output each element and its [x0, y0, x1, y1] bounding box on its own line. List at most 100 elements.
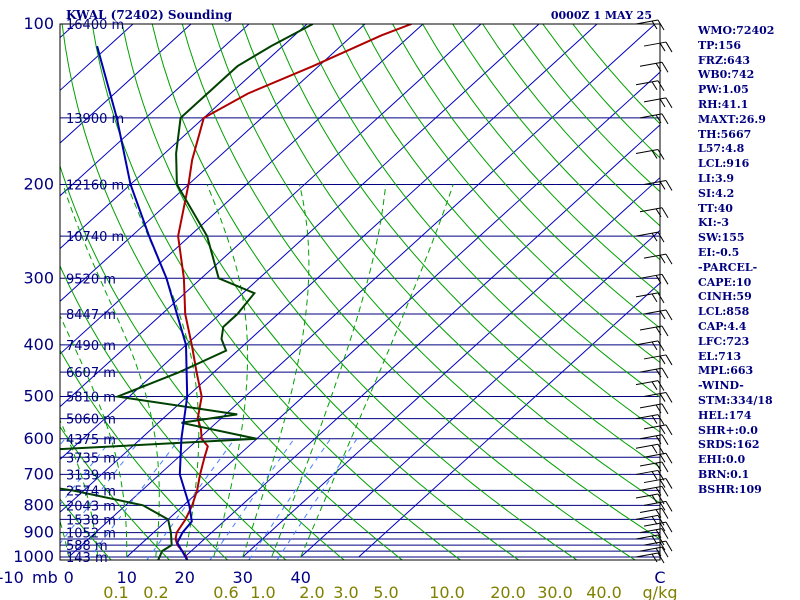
dry-adiabat-line	[211, 24, 660, 540]
temperature-tick-label: 10	[117, 568, 137, 587]
dry-adiabat-line	[422, 24, 660, 295]
height-label: 2043 m	[66, 499, 116, 514]
moist-adiabat-line	[271, 184, 387, 558]
pressure-tick-label: 400	[23, 335, 54, 354]
wind-barbs	[635, 19, 673, 564]
height-label: 143 m	[66, 551, 108, 566]
stat-line: PW:1.05	[698, 83, 749, 97]
isotherm-line	[300, 229, 660, 558]
wind-barb	[635, 552, 665, 564]
dry-adiabat-line	[61, 24, 403, 560]
height-label: 3139 m	[66, 468, 116, 483]
moist-adiabat-line	[300, 184, 454, 558]
parcel-profile-line	[96, 45, 193, 560]
height-label: 1052 m	[66, 527, 116, 542]
stat-line: TH:5667	[698, 127, 752, 141]
height-label: 3735 m	[66, 451, 116, 466]
isotherm-line	[60, 24, 192, 144]
mixing-ratio-line	[248, 438, 331, 560]
isotherm-line	[68, 24, 656, 558]
dry-adiabat-line	[241, 24, 660, 504]
temperature-tick-label: 20	[175, 568, 195, 587]
mixing-ratio-tick-label: 2.0	[299, 583, 324, 600]
isotherm-line	[242, 176, 660, 558]
stats-panel: WMO:72402 TP:156 FRZ:643 WB0:742 PW:1.05 RH:4…	[698, 24, 798, 498]
moist-adiabat-line	[60, 519, 70, 558]
temperature-tick-label: C	[654, 568, 665, 587]
stat-line: MAXT:26.9	[698, 112, 766, 126]
moist-adiabat-line	[60, 418, 99, 558]
stat-line: CAPE:10	[698, 275, 752, 289]
height-label: 588 m	[66, 539, 108, 554]
mixing-ratio-tick-label: 40.0	[586, 583, 622, 600]
dry-adiabat-line	[0, 24, 60, 568]
mixing-ratio-tick-label: 0.2	[143, 583, 168, 600]
pressure-tick-label: 300	[23, 268, 54, 287]
dry-adiabat-line	[60, 425, 171, 560]
stat-line: BRN:0.1	[698, 467, 750, 481]
mixing-ratio-line	[276, 438, 358, 560]
stat-line: TP:156	[698, 38, 742, 52]
mixing-ratio-line	[60, 438, 142, 545]
height-label: 2574 m	[66, 484, 116, 499]
wind-barb	[635, 340, 665, 352]
height-label: 16400 m	[66, 18, 124, 33]
mixing-ratio-tick-label: 10.0	[429, 583, 465, 600]
stat-line: SI:4.2	[698, 186, 735, 200]
stat-line: HEL:174	[698, 408, 752, 422]
stat-line: -PARCEL-	[698, 260, 758, 274]
height-label: 13900 m	[66, 112, 124, 127]
stat-line: STM:334/18	[698, 393, 773, 407]
wind-barb	[635, 149, 665, 160]
mixing-ratio-tick-label: 0.1	[103, 583, 128, 600]
temperature-profile-line	[174, 24, 412, 560]
pressure-tick-label: 900	[23, 523, 54, 542]
stat-line: EL:713	[698, 349, 742, 363]
wind-barb	[643, 392, 673, 403]
dry-adiabat-line	[301, 24, 660, 433]
stat-line: LCL:916	[698, 157, 750, 171]
stat-line: EI:-0.5	[698, 245, 740, 259]
wind-barb	[635, 443, 665, 455]
dry-adiabat-line	[0, 24, 1, 568]
dry-adiabat-line	[60, 264, 287, 560]
mixing-ratio-line	[87, 438, 180, 560]
dry-adiabat-line	[392, 24, 660, 329]
dry-adiabat-line	[362, 24, 660, 364]
mixing-ratio-line	[60, 438, 113, 506]
stat-line: SHR+:0.0	[698, 423, 758, 437]
wind-barb	[635, 534, 665, 546]
stat-line: LI:3.9	[698, 171, 735, 185]
pressure-tick-label: 200	[23, 174, 54, 193]
height-label: 6607 m	[66, 366, 116, 381]
stat-line: CAP:4.4	[698, 319, 747, 333]
height-label: 8447 m	[66, 308, 116, 323]
stat-line: LCL:858	[698, 305, 750, 319]
height-label: 4375 m	[66, 433, 116, 448]
wind-barb	[643, 424, 673, 436]
stat-line: BSHR:109	[698, 482, 762, 496]
wind-barb	[635, 514, 665, 526]
dry-adiabat-line	[452, 24, 660, 261]
moist-adiabat-line	[60, 314, 128, 557]
mixing-ratio-tick-label: 0.6	[213, 583, 238, 600]
height-label: 10740 m	[66, 230, 124, 245]
pressure-tick-label: 700	[23, 464, 54, 483]
height-label: 5060 m	[66, 413, 116, 428]
wind-barb	[643, 354, 673, 366]
stat-line: L57:4.8	[698, 142, 745, 156]
stat-line: LFC:723	[698, 334, 750, 348]
isotherm-line	[358, 282, 660, 558]
mixing-ratio-line	[146, 438, 236, 560]
dry-adiabat-line	[151, 24, 578, 560]
moist-adiabat-line	[62, 184, 160, 558]
wind-barb	[643, 41, 673, 53]
pressure-tick-label: 800	[23, 495, 54, 514]
height-label: 9520 m	[66, 272, 116, 287]
chart-title: KWAL (72402) Sounding	[66, 8, 233, 22]
isotherm-line	[60, 24, 250, 197]
wind-barb	[635, 292, 665, 304]
observation-time: 0000Z 1 MAY 25	[551, 9, 652, 22]
wind-barb	[643, 452, 673, 464]
stat-line: WMO:72402	[698, 24, 775, 37]
